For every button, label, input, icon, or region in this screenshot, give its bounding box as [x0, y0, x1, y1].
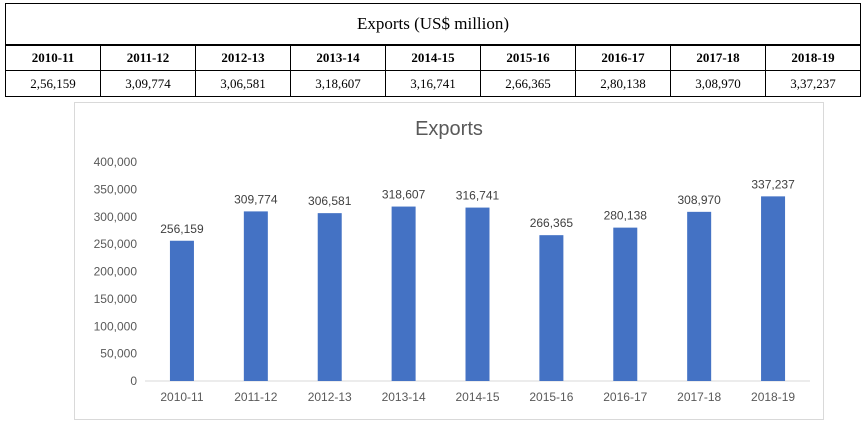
x-tick-label: 2018-19 — [751, 390, 795, 404]
x-tick-label: 2017-18 — [677, 390, 721, 404]
bar — [761, 196, 786, 381]
y-tick-label: 250,000 — [94, 237, 138, 251]
x-tick-label: 2013-14 — [382, 390, 426, 404]
bar — [317, 213, 342, 381]
year-header: 2012-13 — [195, 44, 291, 71]
year-header: 2014-15 — [385, 44, 481, 71]
data-label: 318,607 — [382, 188, 426, 202]
y-tick-label: 200,000 — [94, 265, 138, 279]
value-cell: 3,18,607 — [290, 70, 386, 97]
year-header: 2017-18 — [670, 44, 766, 71]
year-header: 2018-19 — [765, 44, 861, 71]
value-cell: 3,06,581 — [195, 70, 291, 97]
chart-title: Exports — [415, 118, 483, 140]
data-label: 256,159 — [160, 222, 204, 236]
x-tick-label: 2015-16 — [529, 390, 573, 404]
x-tick-label: 2016-17 — [603, 390, 647, 404]
exports-table: Exports (US$ million) 2010-11 2011-12 20… — [5, 3, 861, 97]
bar — [539, 235, 564, 381]
x-tick-label: 2012-13 — [308, 390, 352, 404]
value-cell: 2,56,159 — [5, 70, 101, 97]
y-tick-label: 100,000 — [94, 319, 138, 333]
data-label: 306,581 — [308, 194, 352, 208]
table-header-row: 2010-11 2011-12 2012-13 2013-14 2014-15 … — [5, 44, 861, 71]
data-label: 316,741 — [456, 189, 500, 203]
data-label: 309,774 — [234, 192, 278, 206]
data-label: 280,138 — [604, 209, 648, 223]
y-tick-label: 150,000 — [94, 292, 138, 306]
y-tick-label: 50,000 — [100, 347, 137, 361]
y-tick-label: 300,000 — [94, 210, 138, 224]
data-label: 337,237 — [751, 177, 795, 191]
x-tick-label: 2011-12 — [234, 390, 277, 404]
y-tick-label: 0 — [130, 374, 137, 388]
year-header: 2016-17 — [575, 44, 671, 71]
value-cell: 3,37,237 — [765, 70, 861, 97]
bar — [391, 206, 416, 381]
data-label: 308,970 — [677, 193, 721, 207]
year-header: 2013-14 — [290, 44, 386, 71]
exports-chart: Exports 0 50,000 100,000 150,000 200,000 250,… — [74, 102, 824, 420]
y-tick-label: 350,000 — [94, 182, 138, 196]
value-cell: 3,08,970 — [670, 70, 766, 97]
year-header: 2015-16 — [480, 44, 576, 71]
data-label: 266,365 — [530, 216, 574, 230]
value-cell: 3,16,741 — [385, 70, 481, 97]
bar — [169, 240, 194, 381]
table-value-row: 2,56,159 3,09,774 3,06,581 3,18,607 3,16… — [5, 70, 861, 97]
value-cell: 2,80,138 — [575, 70, 671, 97]
year-header: 2011-12 — [100, 44, 196, 71]
x-tick-label: 2010-11 — [160, 390, 203, 404]
year-header: 2010-11 — [5, 44, 101, 71]
bar-chart-canvas: Exports 0 50,000 100,000 150,000 200,000 250,… — [94, 118, 810, 404]
value-cell: 2,66,365 — [480, 70, 576, 97]
value-cell: 3,09,774 — [100, 70, 196, 97]
bar — [465, 207, 490, 381]
table-title: Exports (US$ million) — [5, 3, 861, 46]
bar — [687, 211, 712, 381]
x-tick-label: 2014-15 — [455, 390, 499, 404]
y-tick-label: 400,000 — [94, 155, 138, 169]
bar — [613, 227, 638, 381]
bar — [243, 211, 268, 381]
